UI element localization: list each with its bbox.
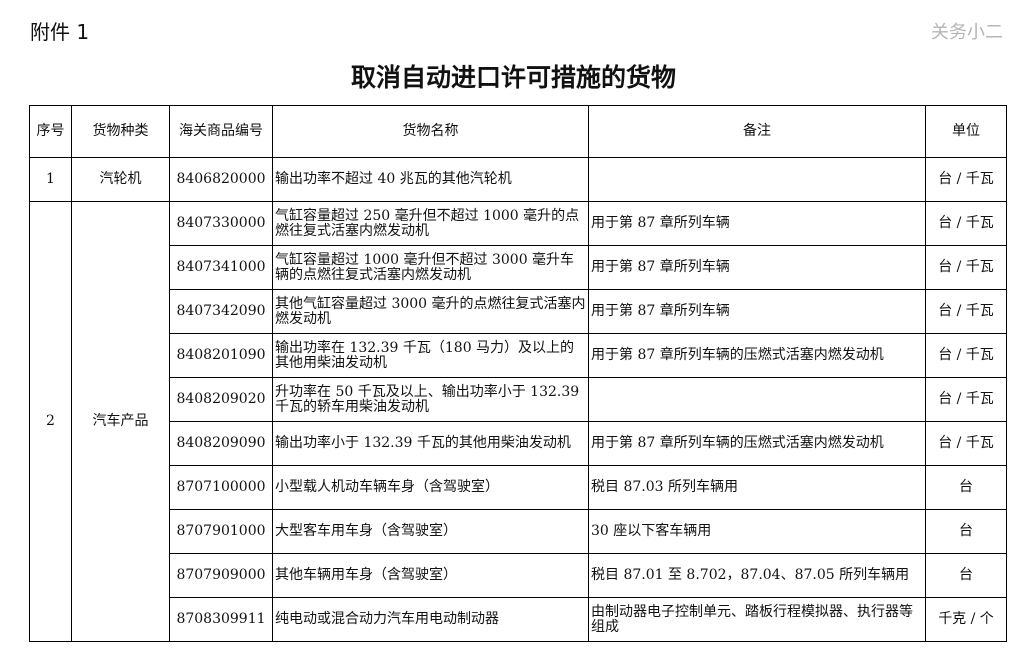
customs-code: 8408209090 <box>169 421 273 466</box>
remark <box>588 157 926 202</box>
goods-name: 纯电动或混合动力汽车用电动制动器 <box>272 597 589 642</box>
goods-name: 气缸容量超过 250 毫升但不超过 1000 毫升的点燃往复式活塞内燃发动机 <box>272 201 589 246</box>
remark: 30 座以下客车辆用 <box>588 509 926 554</box>
column-header: 单位 <box>925 105 1007 158</box>
customs-code: 8407341000 <box>169 245 273 290</box>
unit: 千克 / 个 <box>925 597 1007 642</box>
goods-table: 序号 货物种类 海关商品编号 货物名称 备注 单位 1 汽轮机 8406820000 输出功率不… <box>29 105 1007 642</box>
table-row: 8707100000 小型载人机动车辆车身（含驾驶室） 税目 87.03 所列车辆用… <box>30 465 1007 510</box>
goods-name: 小型载人机动车辆车身（含驾驶室） <box>272 465 589 510</box>
customs-code: 8406820000 <box>169 157 273 202</box>
customs-code: 8407330000 <box>169 201 273 246</box>
remark: 用于第 87 章所列车辆 <box>588 289 926 334</box>
table-row: 8408209020 升功率在 50 千瓦及以上、输出功率小于 132.39 千瓦… <box>30 377 1007 422</box>
goods-name: 大型客车用车身（含驾驶室） <box>272 509 589 554</box>
unit: 台 / 千瓦 <box>925 157 1007 202</box>
table-row: 1 汽轮机 8406820000 输出功率不超过 40 兆瓦的其他汽轮机 台 / 千瓦 <box>29 157 1007 202</box>
row-number: 2 <box>29 201 72 642</box>
customs-code: 8408209020 <box>169 377 273 422</box>
remark: 由制动器电子控制单元、踏板行程模拟器、执行器等组成 <box>588 597 926 642</box>
remark: 用于第 87 章所列车辆 <box>588 201 926 246</box>
table-row: 2 汽车产品 8407330000 气缸容量超过 250 毫升但不超过 1000 毫升… <box>29 201 1007 642</box>
unit: 台 <box>925 465 1007 510</box>
table-row: 8707901000 大型客车用车身（含驾驶室） 30 座以下客车辆用台 <box>30 509 1007 554</box>
remark: 用于第 87 章所列车辆的压燃式活塞内燃发动机 <box>588 333 926 378</box>
remark <box>588 377 926 422</box>
goods-category: 汽车产品 <box>71 201 170 642</box>
customs-code: 8708309911 <box>169 597 273 642</box>
unit: 台 / 千瓦 <box>925 245 1007 290</box>
document-title: 取消自动进口许可措施的货物 <box>350 63 676 92</box>
watermark: 关务小二 <box>931 22 1003 43</box>
table-row: 8708309911 纯电动或混合动力汽车用电动制动器 由制动器电子控制单元、踏板行… <box>30 597 1007 642</box>
column-header: 海关商品编号 <box>169 105 273 158</box>
remark: 用于第 87 章所列车辆 <box>588 245 926 290</box>
row-number: 1 <box>29 157 72 202</box>
unit: 台 / 千瓦 <box>925 201 1007 246</box>
goods-category: 汽轮机 <box>71 157 170 202</box>
unit: 台 / 千瓦 <box>925 333 1007 378</box>
goods-name: 其他气缸容量超过 3000 毫升的点燃往复式活塞内燃发动机 <box>272 289 589 334</box>
remark: 税目 87.01 至 8.702，87.04、87.05 所列车辆用 <box>588 553 926 598</box>
goods-name: 升功率在 50 千瓦及以上、输出功率小于 132.39 千瓦的轿车用柴油发动机 <box>272 377 589 422</box>
customs-code: 8707100000 <box>169 465 273 510</box>
goods-name: 其他车辆用车身（含驾驶室） <box>272 553 589 598</box>
table-row: 8408209090 输出功率小于 132.39 千瓦的其他用柴油发动机 用于第 8… <box>30 421 1007 466</box>
customs-code: 8407342090 <box>169 289 273 334</box>
remark: 用于第 87 章所列车辆的压燃式活塞内燃发动机 <box>588 421 926 466</box>
remark: 税目 87.03 所列车辆用 <box>588 465 926 510</box>
table-row: 8408201090 输出功率在 132.39 千瓦（180 马力）及以上的其他用… <box>30 333 1007 378</box>
column-header: 货物名称 <box>272 105 589 158</box>
customs-code: 8707909000 <box>169 553 273 598</box>
unit: 台 / 千瓦 <box>925 377 1007 422</box>
table-row: 8407341000 气缸容量超过 1000 毫升但不超过 3000 毫升车辆的点… <box>30 245 1007 290</box>
table-row: 8407342090 其他气缸容量超过 3000 毫升的点燃往复式活塞内燃发动机用… <box>30 289 1007 334</box>
table-header-row: 序号 货物种类 海关商品编号 货物名称 备注 单位 <box>29 105 1007 158</box>
table-row: 8707909000 其他车辆用车身（含驾驶室） 税目 87.01 至 8.702，… <box>30 553 1007 598</box>
customs-code: 8408201090 <box>169 333 273 378</box>
customs-code: 8707901000 <box>169 509 273 554</box>
unit: 台 <box>925 553 1007 598</box>
goods-name: 输出功率在 132.39 千瓦（180 马力）及以上的其他用柴油发动机 <box>272 333 589 378</box>
unit: 台 / 千瓦 <box>925 421 1007 466</box>
unit: 台 <box>925 509 1007 554</box>
column-header: 序号 <box>29 105 72 158</box>
unit: 台 / 千瓦 <box>925 289 1007 334</box>
goods-name: 气缸容量超过 1000 毫升但不超过 3000 毫升车辆的点燃往复式活塞内燃发动… <box>272 245 589 290</box>
goods-name: 输出功率不超过 40 兆瓦的其他汽轮机 <box>272 157 589 202</box>
column-header: 备注 <box>588 105 926 158</box>
goods-name: 输出功率小于 132.39 千瓦的其他用柴油发动机 <box>272 421 589 466</box>
attachment-label: 附件 1 <box>30 20 90 44</box>
column-header: 货物种类 <box>71 105 170 158</box>
